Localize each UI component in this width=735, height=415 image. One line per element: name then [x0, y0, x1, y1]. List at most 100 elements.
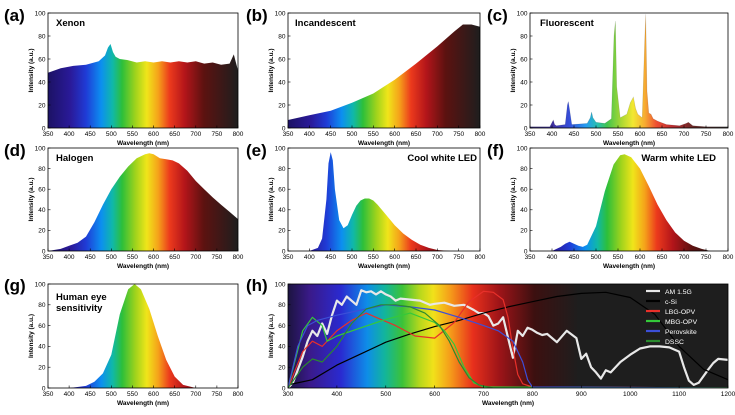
x-tick-label: 400 — [64, 254, 75, 261]
legend-label: AM 1.5G — [665, 289, 692, 296]
x-axis-label: Wavelength (nm) — [603, 140, 655, 147]
y-tick-label: 100 — [35, 145, 46, 152]
x-tick-label: 550 — [127, 254, 138, 261]
x-tick-label: 800 — [475, 131, 486, 138]
y-tick-label: 100 — [275, 10, 286, 17]
x-tick-label: 350 — [43, 254, 54, 261]
x-tick-label: 650 — [169, 254, 180, 261]
x-tick-label: 700 — [679, 254, 690, 261]
panel-label: (c) — [487, 6, 508, 25]
x-tick-label: 500 — [347, 131, 358, 138]
series-line-am-1-5g — [288, 289, 728, 388]
y-axis-label: Intensity (a.u.) — [28, 177, 35, 221]
x-tick-label: 350 — [283, 254, 294, 261]
y-tick-label: 0 — [42, 385, 46, 392]
spectrum-area — [48, 153, 238, 251]
spectrum-area — [530, 154, 728, 251]
x-tick-label: 500 — [591, 131, 602, 138]
x-tick-label: 800 — [233, 391, 244, 398]
plot-frame — [529, 12, 729, 129]
panel-a: 350 400 450 500 550 600 650 700 750 800 0 20 40 60 80 1… — [4, 6, 244, 147]
y-tick-label: 100 — [275, 281, 286, 288]
y-tick-label: 100 — [517, 145, 528, 152]
x-tick-label: 550 — [127, 131, 138, 138]
series-line-dssc — [288, 304, 728, 388]
x-tick-label: 650 — [169, 391, 180, 398]
y-tick-label: 40 — [278, 344, 286, 351]
panel-title: Cool white LED — [407, 153, 477, 164]
y-tick-label: 100 — [275, 145, 286, 152]
x-tick-label: 700 — [432, 131, 443, 138]
plot-frame — [47, 283, 239, 389]
series-line-c-si — [288, 291, 728, 386]
x-tick-label: 800 — [475, 254, 486, 261]
x-tick-label: 350 — [43, 131, 54, 138]
panel-label: (b) — [246, 6, 268, 25]
x-tick-label: 400 — [64, 131, 75, 138]
y-axis-label: Intensity (a.u.) — [268, 314, 275, 358]
panel-title: Warm white LED — [641, 153, 716, 164]
x-tick-label: 750 — [211, 391, 222, 398]
plot-frame — [287, 147, 481, 252]
y-tick-label: 80 — [520, 33, 528, 40]
x-axis-label: Wavelength (nm) — [482, 400, 534, 407]
x-tick-label: 600 — [389, 131, 400, 138]
y-tick-label: 0 — [524, 248, 528, 255]
panel-b: 350 400 450 500 550 600 650 700 750 800 0 20 40 60 80 1… — [246, 6, 486, 147]
y-tick-label: 40 — [278, 79, 286, 86]
x-tick-label: 1200 — [721, 391, 735, 398]
y-tick-label: 0 — [524, 125, 528, 132]
y-tick-label: 80 — [278, 166, 286, 173]
panel-title: Fluorescent — [540, 18, 595, 29]
y-tick-label: 60 — [278, 323, 286, 330]
spectrum-area — [48, 44, 238, 128]
x-tick-label: 450 — [569, 254, 580, 261]
x-tick-label: 500 — [347, 254, 358, 261]
x-tick-label: 750 — [211, 254, 222, 261]
legend-label: Perovskite — [665, 329, 697, 336]
spectrum-area — [288, 24, 480, 128]
y-axis-label: Intensity (a.u.) — [268, 48, 275, 92]
y-tick-label: 0 — [42, 248, 46, 255]
x-tick-label: 650 — [411, 131, 422, 138]
x-tick-label: 400 — [547, 254, 558, 261]
y-tick-label: 40 — [38, 344, 46, 351]
y-tick-label: 20 — [38, 365, 46, 372]
x-tick-label: 750 — [453, 254, 464, 261]
x-tick-label: 400 — [331, 391, 342, 398]
y-tick-label: 60 — [278, 187, 286, 194]
x-tick-label: 350 — [283, 131, 294, 138]
legend: AM 1.5G c-Si LBG-OPV MBG-OPV Perovskite DSSC — [646, 289, 698, 346]
y-tick-label: 40 — [278, 207, 286, 214]
x-tick-label: 700 — [190, 391, 201, 398]
panel-d: 350 400 450 500 550 600 650 700 750 800 0 20 40 60 80 1… — [4, 141, 244, 270]
plot-frame — [47, 12, 239, 129]
panel-label: (g) — [4, 276, 26, 295]
panel-label: (d) — [4, 141, 26, 160]
spectrum-area — [530, 14, 728, 128]
y-tick-label: 60 — [38, 187, 46, 194]
legend-label: DSSC — [665, 339, 684, 346]
x-axis-label: Wavelength (nm) — [117, 263, 169, 270]
x-tick-label: 650 — [657, 254, 668, 261]
panel-label: (a) — [4, 6, 25, 25]
y-tick-label: 20 — [520, 102, 528, 109]
y-tick-label: 80 — [38, 302, 46, 309]
y-axis-label: Intensity (a.u.) — [510, 48, 517, 92]
y-tick-label: 40 — [520, 207, 528, 214]
series-line-perovskite — [288, 304, 728, 388]
y-tick-label: 80 — [278, 302, 286, 309]
x-tick-label: 750 — [453, 131, 464, 138]
x-tick-label: 700 — [432, 254, 443, 261]
plot-frame — [529, 147, 729, 252]
x-tick-label: 700 — [679, 131, 690, 138]
y-tick-label: 0 — [282, 248, 286, 255]
x-tick-label: 450 — [325, 131, 336, 138]
x-axis-label: Wavelength (nm) — [117, 400, 169, 407]
x-axis-label: Wavelength (nm) — [358, 140, 410, 147]
panel-f: 350 400 450 500 550 600 650 700 750 800 0 20 40 60 80 1… — [487, 141, 734, 270]
x-tick-label: 550 — [613, 131, 624, 138]
x-tick-label: 1100 — [672, 391, 686, 398]
series-line-mbg-opv — [288, 312, 728, 388]
